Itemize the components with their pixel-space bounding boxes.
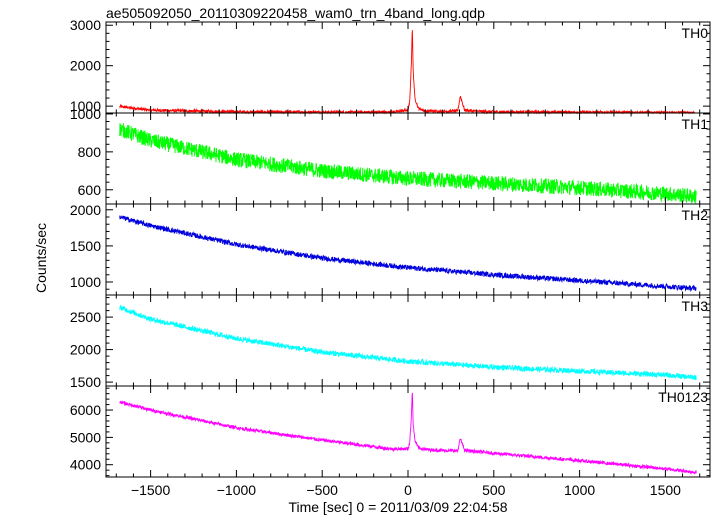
panel-th0123: 4000 5000 6000 TH0123: [70, 385, 711, 478]
y-tick-label: 1500: [70, 374, 101, 390]
panel-label-th2: TH2: [682, 207, 709, 223]
y-tick-label: 600: [78, 182, 102, 198]
y-tick-label: 1000: [70, 98, 101, 114]
x-tick-label: 0: [404, 482, 412, 498]
y-tick-label: 6000: [70, 402, 101, 418]
x-tick-label: 500: [482, 482, 506, 498]
x-tick-label: 1500: [650, 482, 681, 498]
x-axis: −1500 −1000 −500 0 500 1000 1500: [131, 482, 681, 498]
y-tick-label: 2000: [70, 58, 101, 74]
y-tick-label: 2000: [70, 202, 101, 218]
y-tick-label: 4000: [70, 457, 101, 473]
panel-frame: [105, 21, 711, 114]
x-tick-label: −1000: [217, 482, 257, 498]
panel-th2: 1000 1500 2000 TH2: [70, 202, 711, 296]
panel-label-th0: TH0: [682, 25, 709, 41]
panel-label-th0123: TH0123: [658, 389, 708, 405]
series-line-th2: [119, 215, 697, 293]
series-line-th0: [119, 30, 697, 115]
y-tick-label: 2000: [70, 342, 101, 358]
x-tick-label: −500: [306, 482, 338, 498]
x-axis-title: Time [sec] 0 = 2011/03/09 22:04:58: [288, 499, 507, 515]
y-tick-label: 1000: [70, 106, 101, 122]
series-line-th3: [119, 304, 697, 381]
panel-label-th3: TH3: [682, 298, 709, 314]
y-tick-label: 2500: [70, 309, 101, 325]
y-tick-label: 5000: [70, 429, 101, 445]
panel-label-th1: TH1: [682, 116, 709, 132]
y-tick-label: 1000: [70, 274, 101, 290]
panel-th0: 1000 2000 3000 TH0: [70, 17, 711, 115]
panel-frame: [105, 385, 711, 478]
x-tick-label: 1000: [564, 482, 595, 498]
panels-group: 1000 2000 3000 TH0 600 800 1000 TH1 1000 1500 2000…: [70, 17, 711, 478]
panel-th3: 1500 2000 2500 TH3: [70, 294, 711, 390]
panel-th1: 600 800 1000 TH1: [70, 106, 711, 205]
series-line-th0123: [119, 392, 697, 475]
y-tick-label: 1500: [70, 238, 101, 254]
y-tick-label: 3000: [70, 17, 101, 33]
y-axis-title: Counts/sec: [33, 223, 49, 293]
chart-title: ae505092050_20110309220458_wam0_trn_4ban…: [106, 5, 485, 21]
series-line-th1: [119, 123, 697, 204]
y-tick-label: 800: [78, 144, 102, 160]
x-tick-label: −1500: [131, 482, 171, 498]
panel-frame: [105, 203, 711, 296]
